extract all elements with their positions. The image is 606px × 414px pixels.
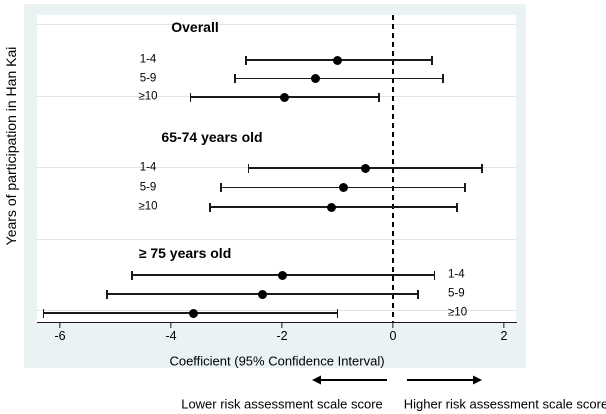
row-label: ≥10	[138, 200, 158, 213]
point-estimate-marker	[333, 55, 342, 65]
ci-cap-low	[189, 92, 192, 102]
ci-line	[234, 77, 443, 80]
y-gridline	[37, 24, 516, 25]
x-tick-mark	[170, 323, 172, 328]
point-estimate-marker	[258, 289, 268, 299]
ci-cap-high	[431, 55, 433, 65]
row-label: 5-9	[139, 181, 157, 193]
ci-cap-high	[417, 289, 419, 299]
x-tick-label: -6	[54, 329, 66, 343]
x-tick-label: 2	[500, 329, 508, 343]
point-estimate-marker	[188, 308, 198, 318]
point-estimate-marker	[338, 183, 348, 192]
point-estimate-marker	[280, 92, 290, 102]
row-label: 1-4	[448, 268, 465, 281]
group-header: 65-74 years old	[161, 129, 263, 145]
row-label: ≥10	[138, 90, 158, 103]
ci-cap-low	[220, 183, 222, 192]
ci-cap-high	[378, 92, 380, 102]
row-label: 1-4	[139, 161, 157, 174]
ci-cap-low	[209, 202, 211, 212]
y-axis-title: Years of participation in Han Kai	[3, 46, 19, 246]
lower-direction-arrow-icon	[312, 375, 387, 385]
x-tick-mark	[59, 323, 61, 328]
x-tick-mark	[392, 323, 394, 328]
group-header: Overall	[171, 18, 219, 35]
ci-cap-high	[336, 308, 339, 318]
ci-cap-low	[234, 74, 236, 83]
x-axis-line	[37, 322, 517, 324]
point-estimate-marker	[310, 74, 320, 83]
point-estimate-marker	[360, 163, 370, 173]
x-tick-label: -4	[165, 329, 177, 343]
x-tick-mark	[503, 323, 505, 328]
y-gridline	[37, 310, 516, 311]
x-tick-mark	[281, 323, 283, 328]
row-label: 5-9	[448, 287, 465, 300]
higher-direction-arrow-icon	[407, 375, 482, 385]
ci-cap-high	[442, 74, 444, 83]
ci-cap-low	[245, 55, 247, 65]
ci-cap-low	[131, 270, 133, 280]
ci-cap-high	[464, 183, 466, 192]
ci-cap-high	[456, 202, 458, 212]
x-axis-title: Coefficient (95% Confidence Interval)	[169, 353, 385, 369]
ci-cap-high	[481, 163, 483, 173]
ci-cap-low	[247, 163, 250, 173]
y-gridline	[37, 95, 516, 97]
point-estimate-marker	[327, 202, 337, 212]
ci-cap-high	[433, 270, 436, 280]
point-estimate-marker	[277, 270, 287, 280]
y-gridline	[37, 238, 516, 240]
x-tick-label: 0	[389, 329, 397, 343]
ci-cap-low	[106, 289, 108, 299]
row-label: 5-9	[139, 72, 157, 84]
row-label: ≥10	[448, 306, 468, 319]
higher-score-annotation: Higher risk assessment scale score	[403, 396, 606, 412]
ci-cap-low	[42, 308, 45, 318]
group-header: ≥ 75 years old	[138, 245, 232, 261]
x-tick-label: -2	[276, 329, 288, 343]
lower-score-annotation: Lower risk assessment scale score	[181, 396, 383, 412]
row-label: 1-4	[139, 53, 157, 66]
